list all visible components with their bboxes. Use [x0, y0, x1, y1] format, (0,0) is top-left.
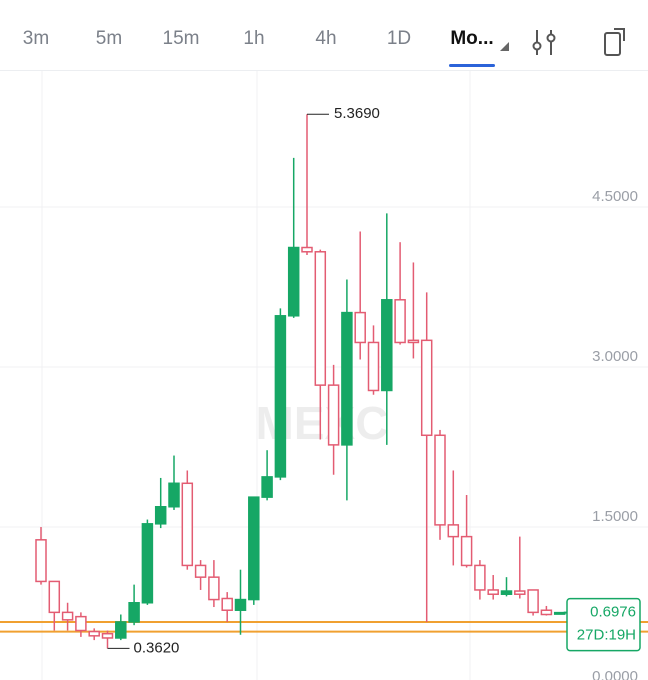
candle-body [141, 523, 154, 604]
candle-body [101, 632, 114, 639]
candle-body [500, 590, 513, 595]
candle-body [248, 496, 260, 601]
y-tick-label: 3.0000 [592, 348, 638, 365]
countdown-label: 27D:19H [577, 627, 636, 644]
timeframe-bar: 3m 5m 15m 1h 4h 1D Mo... [0, 0, 648, 71]
candle-body [168, 482, 180, 508]
candle-body [301, 246, 313, 253]
candle-body [35, 539, 47, 583]
indicator-icon[interactable] [532, 30, 556, 55]
candle-body [460, 535, 473, 567]
candle-body [181, 482, 194, 567]
active-underline [449, 64, 495, 67]
y-tick-label: 1.5000 [592, 508, 638, 525]
timeframe-tab[interactable]: 5m [95, 28, 123, 49]
candle-body [314, 251, 327, 386]
rotate-icon[interactable] [604, 28, 625, 56]
timeframe-tab[interactable]: 3m [22, 28, 50, 49]
candle-body [527, 589, 539, 614]
candle-body [221, 597, 233, 611]
candle-body [447, 524, 460, 538]
low-marker-label: 0.3620 [134, 639, 180, 656]
timeframe-tab[interactable]: 1D [386, 28, 412, 49]
candle-body [115, 621, 127, 639]
candle-body [394, 299, 406, 344]
timeframe-tab[interactable]: Mo... [450, 28, 494, 49]
high-marker-label: 5.3690 [334, 105, 380, 122]
candle-body [540, 609, 553, 616]
timeframe-tab[interactable]: 15m [162, 28, 200, 49]
candle-body [208, 576, 220, 601]
candle-body [194, 564, 207, 578]
candle-body [287, 246, 300, 317]
candle-body [61, 611, 74, 621]
candle-body [407, 339, 420, 344]
dropdown-arrow[interactable] [500, 42, 509, 51]
candle-body [274, 315, 287, 478]
timeframe-tab[interactable]: 1h [243, 28, 265, 49]
candle-body [434, 434, 446, 526]
candle-body [261, 476, 273, 498]
candle-body [154, 506, 167, 525]
last-price-label: 0.6976 [590, 604, 636, 621]
candle-body [75, 615, 87, 632]
candle-body [514, 590, 526, 595]
candle-body [88, 630, 100, 637]
candle-body [487, 589, 499, 595]
y-tick-label: 0.0000 [592, 668, 638, 680]
candle-body [234, 598, 247, 611]
candle-body [341, 311, 353, 446]
candle-body [354, 311, 366, 344]
candle-body [367, 341, 380, 392]
candle-body [48, 580, 61, 614]
candle-body [128, 602, 140, 623]
candle-body [420, 339, 433, 437]
candle-body [474, 564, 486, 591]
candle-body [553, 611, 566, 615]
last-price-box [566, 597, 641, 652]
candle-body [381, 299, 393, 392]
candle-body [327, 384, 340, 446]
y-tick-label: 4.5000 [592, 188, 638, 205]
timeframe-tab[interactable]: 4h [315, 28, 337, 49]
